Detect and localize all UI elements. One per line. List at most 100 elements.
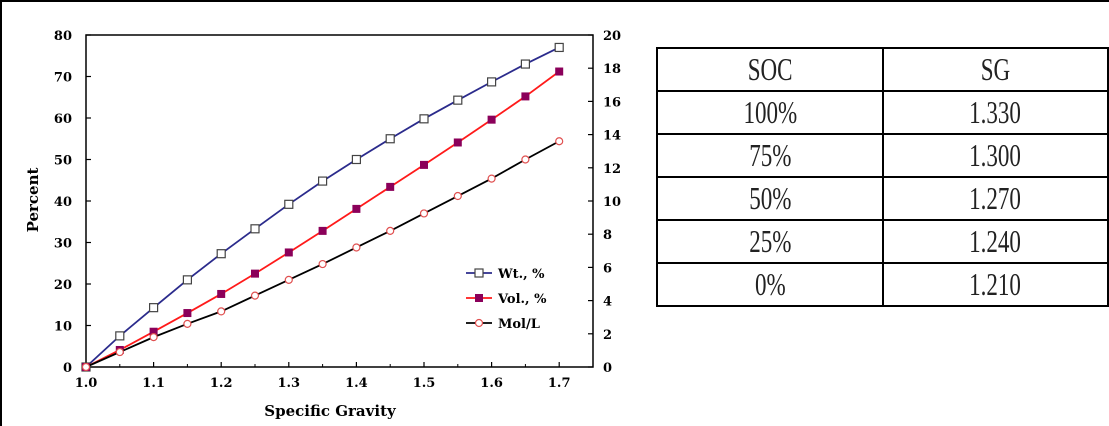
table-cell-soc: 0% — [656, 262, 884, 307]
legend-marker — [475, 294, 483, 302]
table-row: 75% 1.300 — [656, 133, 1109, 178]
chart-series — [81, 42, 564, 372]
data-point — [555, 137, 564, 146]
legend-label: Vol., % — [497, 292, 547, 307]
y2-tick-label: 12 — [603, 162, 621, 177]
table-row: 0% 1.210 — [656, 262, 1109, 307]
data-point — [250, 224, 260, 234]
series-1 — [82, 67, 564, 371]
data-point — [149, 303, 159, 313]
y-tick-label: 50 — [54, 154, 72, 169]
data-point — [217, 289, 226, 298]
legend-item: Vol., % — [466, 292, 547, 307]
y2-tick-label: 4 — [603, 295, 612, 310]
y-tick-label: 0 — [63, 361, 72, 376]
table-cell-soc: 100% — [656, 90, 884, 135]
legend-label: Wt., % — [497, 267, 545, 282]
table-row: 100% 1.330 — [656, 90, 1109, 135]
data-point — [352, 204, 361, 213]
x-tick-label: 1.2 — [210, 376, 233, 391]
table-cell-sg: 1.240 — [881, 219, 1109, 264]
data-point — [351, 154, 361, 165]
y2-tick-label: 0 — [603, 361, 612, 376]
y-tick-label: 80 — [54, 29, 72, 44]
y2-tick-label: 8 — [603, 228, 612, 243]
data-point — [521, 92, 530, 101]
data-point — [250, 291, 260, 300]
data-point — [216, 249, 226, 259]
legend-item: Mol/L — [466, 317, 540, 332]
data-point — [420, 160, 428, 169]
y-tick-label: 70 — [54, 71, 72, 86]
series-0 — [81, 42, 564, 372]
y2-tick-label: 20 — [603, 29, 621, 44]
series-line — [85, 46, 560, 368]
data-point — [182, 275, 192, 285]
table-row: 50% 1.270 — [656, 176, 1109, 221]
data-point — [149, 333, 158, 342]
data-point — [386, 182, 395, 191]
legend-marker — [474, 318, 484, 328]
chart-legend: Wt., % Vol., % Mol/L — [466, 267, 547, 332]
x-tick-label: 1.1 — [142, 376, 165, 391]
data-point — [115, 331, 125, 341]
y2-tick-label: 16 — [603, 95, 621, 110]
data-point — [318, 259, 327, 269]
y2-tick-label: 14 — [603, 129, 621, 144]
x-axis-label: Specific Gravity — [264, 402, 397, 420]
data-point — [81, 362, 91, 372]
table-cell-sg: 1.330 — [881, 90, 1109, 135]
soc-sg-table: SOC SG 100% 1.330 75% 1.300 50% 1.270 25… — [656, 47, 1109, 307]
data-point — [251, 269, 259, 278]
table-cell-sg: 1.210 — [881, 262, 1109, 307]
data-point — [487, 115, 496, 124]
data-point — [419, 209, 429, 218]
data-point — [217, 307, 226, 316]
series-2 — [81, 137, 564, 372]
y2-tick-label: 2 — [603, 328, 612, 343]
table-cell-sg: 1.270 — [881, 176, 1109, 221]
y-tick-label: 20 — [54, 278, 72, 293]
data-point — [284, 199, 294, 209]
data-point — [555, 67, 564, 76]
data-point — [385, 134, 395, 144]
data-point — [487, 77, 497, 87]
data-point — [318, 226, 327, 235]
data-point — [386, 226, 395, 235]
y-tick-label: 40 — [54, 195, 72, 210]
data-point — [487, 174, 496, 183]
legend-item: Wt., % — [466, 267, 545, 282]
data-point — [453, 95, 463, 105]
table-header-row: SOC SG — [656, 47, 1109, 92]
y-tick-label: 60 — [54, 112, 72, 127]
data-point — [520, 59, 531, 69]
legend-label: Mol/L — [498, 317, 540, 332]
y2-tick-label: 10 — [603, 195, 621, 210]
y-tick-label: 10 — [54, 320, 72, 335]
data-point — [318, 176, 328, 186]
table-header-soc: SOC — [656, 47, 884, 92]
y-axis-label: Percent — [24, 168, 42, 233]
table-header-sg: SG — [881, 47, 1109, 92]
y2-tick-label: 18 — [603, 62, 621, 77]
legend-marker — [474, 268, 484, 278]
x-tick-label: 1.7 — [548, 376, 571, 391]
x-tick-label: 1.3 — [277, 376, 300, 391]
data-point — [115, 347, 124, 357]
data-point — [352, 243, 361, 252]
table-cell-sg: 1.300 — [881, 133, 1109, 178]
data-point — [284, 275, 293, 284]
x-tick-label: 1.0 — [75, 376, 98, 391]
data-point — [521, 155, 530, 164]
x-tick-label: 1.4 — [345, 376, 368, 391]
table-cell-soc: 25% — [656, 219, 884, 264]
data-point — [183, 309, 192, 318]
data-point — [284, 248, 293, 257]
x-tick-label: 1.6 — [480, 376, 503, 391]
data-point — [419, 114, 429, 124]
data-point — [453, 191, 462, 201]
data-point — [453, 138, 462, 147]
table-row: 25% 1.240 — [656, 219, 1109, 264]
y-tick-label: 30 — [54, 237, 72, 252]
